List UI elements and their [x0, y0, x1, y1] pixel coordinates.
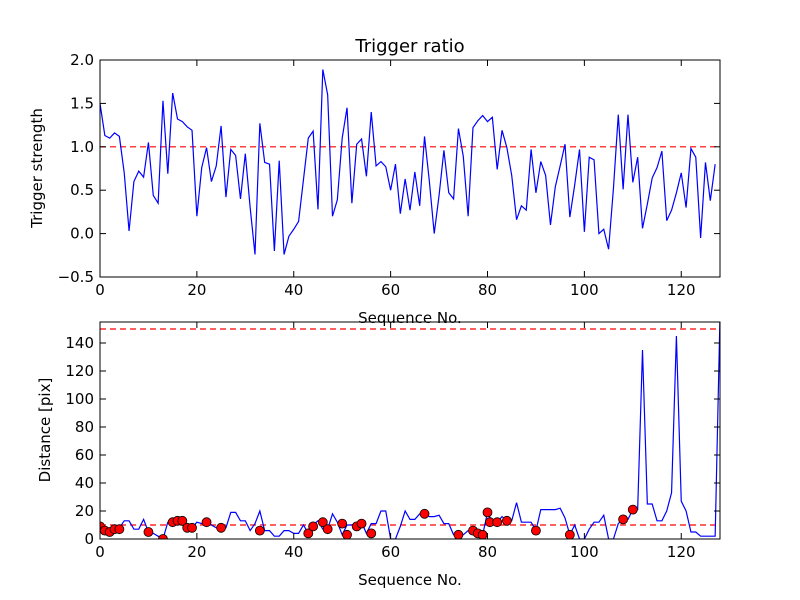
flagged-point-marker [114, 524, 125, 535]
flagged-point-marker [216, 522, 226, 533]
x-tick-label: 40 [284, 281, 303, 299]
x-tick-label: 80 [478, 281, 497, 299]
flagged-point-marker [337, 518, 348, 529]
y-tick-label: −0.5 [58, 268, 94, 286]
flagged-point-marker [187, 522, 197, 533]
trigger-ratio-chart: Trigger ratio 0 20 40 60 80 100 120 −0.5 0.0 0.5 1… [28, 36, 721, 327]
flagged-point-marker [317, 517, 328, 528]
flagged-point-marker [627, 504, 638, 515]
flagged-point-marker [254, 525, 265, 536]
x-axis-label: Sequence No. [358, 309, 462, 327]
flagged-point-marker [618, 514, 629, 525]
flagged-point-marker [303, 528, 314, 539]
y-tick-label: 80 [75, 418, 94, 436]
plot-frame [99, 321, 721, 540]
y-tick-label: 40 [75, 474, 94, 492]
y-tick-label: 20 [75, 502, 94, 520]
series-layer [100, 322, 720, 539]
flagged-point-marker [201, 517, 212, 528]
flagged-point-marker [564, 529, 575, 539]
y-tick-label: 2.0 [70, 51, 94, 69]
flagged-point-marker [453, 529, 464, 539]
x-tick-label: 60 [381, 281, 400, 299]
flagged-point-marker [477, 529, 488, 539]
flagged-point-marker [143, 527, 154, 537]
axis-ticks: 0 20 40 60 80 100 120 −0.5 0.0 0.5 1.0 1.5 2.0 [58, 51, 720, 299]
flagged-point-marker [501, 515, 512, 526]
flagged-point-marker [482, 507, 493, 518]
chart-title: Trigger ratio [354, 36, 464, 57]
x-tick-label: 20 [187, 281, 206, 299]
x-tick-label: 120 [667, 543, 696, 561]
flagged-point-marker [308, 521, 319, 532]
x-tick-label: 100 [570, 281, 599, 299]
x-tick-label: 20 [187, 543, 206, 561]
flagged-point-marker [158, 534, 168, 539]
flagged-point-marker [492, 517, 503, 528]
y-tick-label: 1.0 [70, 138, 94, 156]
x-tick-label: 40 [284, 543, 303, 561]
y-tick-label: 0.5 [70, 181, 94, 199]
x-tick-label: 0 [95, 543, 105, 561]
y-tick-label: 1.5 [70, 94, 94, 112]
flagged-point-marker [419, 508, 430, 519]
flagged-point-marker [342, 529, 352, 539]
x-tick-label: 80 [478, 543, 497, 561]
y-axis-label: Trigger strength [28, 108, 46, 229]
y-tick-label: 60 [75, 446, 94, 464]
x-axis-label: Sequence No. [358, 571, 462, 589]
x-tick-label: 100 [570, 543, 599, 561]
y-tick-label: 0.0 [70, 225, 94, 243]
flagged-point-marker [531, 525, 541, 536]
x-tick-label: 0 [95, 281, 105, 299]
y-tick-label: 140 [65, 334, 94, 352]
plot-frame [99, 59, 721, 278]
flagged-point-marker [356, 518, 367, 529]
y-tick-label: 0 [84, 530, 94, 548]
series-layer [100, 69, 716, 255]
flagged-point-marker [366, 528, 377, 539]
y-tick-label: 120 [65, 362, 94, 380]
distance-chart: 0 20 40 60 80 100 120 0 20 40 60 80 100 120 140 Sequen… [36, 321, 721, 589]
y-tick-label: 100 [65, 390, 94, 408]
flagged-point-marker [322, 524, 333, 535]
x-tick-label: 60 [381, 543, 400, 561]
flagged-point-marker [177, 515, 188, 526]
axis-ticks: 0 20 40 60 80 100 120 0 20 40 60 80 100 120 140 [65, 322, 720, 561]
x-tick-label: 120 [667, 281, 696, 299]
y-axis-label: Distance [pix] [36, 378, 54, 483]
trigger_strength-line [100, 69, 716, 255]
